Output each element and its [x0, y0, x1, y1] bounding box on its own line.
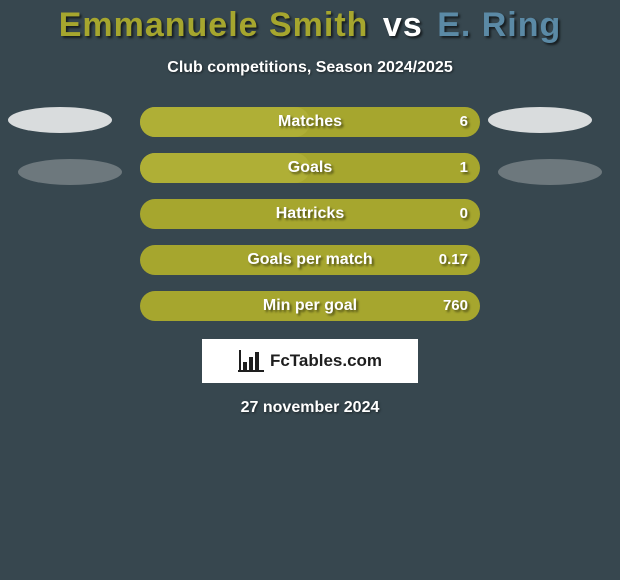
player-b-name: E. Ring: [437, 6, 561, 44]
bar-left-fill: [140, 107, 310, 137]
stat-row: Goals1: [0, 153, 620, 183]
bar-track: [140, 245, 480, 275]
bar-track: [140, 199, 480, 229]
bar-chart-icon: [238, 350, 264, 372]
bar-value-right: 760: [443, 291, 468, 321]
bar-value-right: 6: [460, 107, 468, 137]
bar-left-fill: [140, 153, 310, 183]
date-line: 27 november 2024: [0, 399, 620, 417]
player-a-name: Emmanuele Smith: [59, 6, 369, 44]
logo-text: FcTables.com: [270, 351, 382, 371]
stat-row: Hattricks0: [0, 199, 620, 229]
stat-row: Matches6: [0, 107, 620, 137]
bar-value-right: 1: [460, 153, 468, 183]
stat-row: Goals per match0.17: [0, 245, 620, 275]
stat-row: Min per goal760: [0, 291, 620, 321]
comparison-chart: Matches6 Goals1 Hattricks0 Goals per match0…: [0, 107, 620, 321]
logo-box: FcTables.com: [202, 339, 418, 383]
vs-text: vs: [383, 6, 423, 44]
title-row: Emmanuele Smith vs E. Ring: [0, 0, 620, 45]
bar-track: [140, 291, 480, 321]
bar-value-right: 0: [460, 199, 468, 229]
bar-value-right: 0.17: [439, 245, 468, 275]
subtitle: Club competitions, Season 2024/2025: [0, 59, 620, 77]
